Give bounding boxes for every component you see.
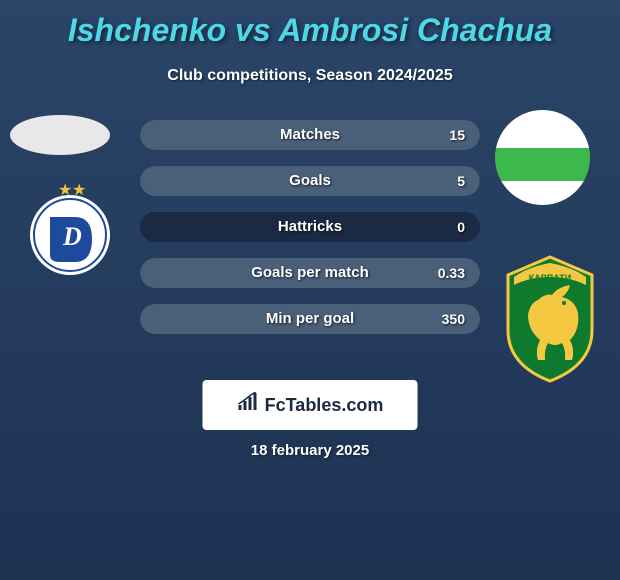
player-avatar-right <box>495 110 590 205</box>
team-logo-right: КАРПАТИ <box>500 255 600 383</box>
stat-label: Hattricks <box>140 212 480 242</box>
chart-icon <box>237 392 259 418</box>
stat-value: 15 <box>449 120 465 150</box>
footer-logo[interactable]: FcTables.com <box>203 380 418 430</box>
stat-row-hattricks: Hattricks 0 <box>140 212 480 242</box>
footer-logo-text: FcTables.com <box>265 395 384 416</box>
page-subtitle: Club competitions, Season 2024/2025 <box>0 67 620 85</box>
stat-label: Min per goal <box>140 304 480 334</box>
stat-label: Matches <box>140 120 480 150</box>
stat-value: 350 <box>442 304 465 334</box>
stat-label: Goals <box>140 166 480 196</box>
stat-row-goals: Goals 5 <box>140 166 480 196</box>
svg-text:D: D <box>62 222 82 251</box>
stat-value: 5 <box>457 166 465 196</box>
footer-date: 18 february 2025 <box>251 442 369 459</box>
team-logo-left: ★ ★ D <box>20 177 120 277</box>
page-title: Ishchenko vs Ambrosi Chachua <box>0 0 620 49</box>
stat-row-mpg: Min per goal 350 <box>140 304 480 334</box>
stat-row-gpm: Goals per match 0.33 <box>140 258 480 288</box>
stat-label: Goals per match <box>140 258 480 288</box>
svg-text:КАРПАТИ: КАРПАТИ <box>529 273 571 283</box>
stat-value: 0.33 <box>438 258 465 288</box>
stat-row-matches: Matches 15 <box>140 120 480 150</box>
stats-container: Matches 15 Goals 5 Hattricks 0 Goals per… <box>140 120 480 350</box>
stat-value: 0 <box>457 212 465 242</box>
player-avatar-left <box>10 115 110 155</box>
content-area: ★ ★ D КАРПАТИ Matches 15 Goals 5 <box>0 115 620 395</box>
